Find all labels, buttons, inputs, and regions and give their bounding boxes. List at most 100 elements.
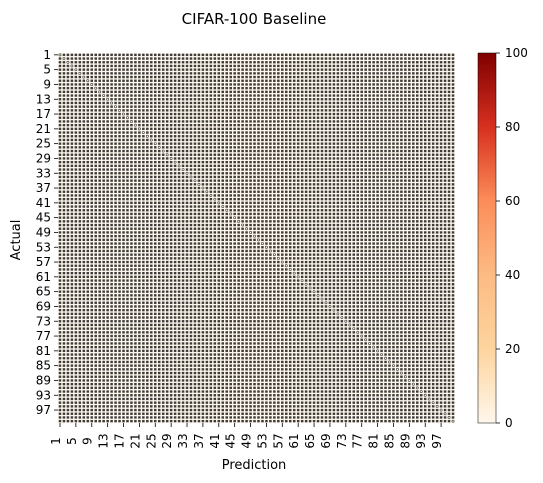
cell-annotation — [273, 220, 276, 223]
cell-annotation — [110, 149, 113, 153]
cell-annotation — [249, 135, 252, 138]
cell-annotation — [360, 168, 363, 171]
cell-annotation — [217, 175, 221, 179]
cell-annotation — [249, 116, 252, 119]
cell-annotation — [110, 109, 113, 112]
cell-annotation — [257, 205, 260, 208]
cell-annotation — [142, 164, 145, 168]
cell-annotation — [193, 194, 197, 197]
cell-annotation — [269, 220, 272, 223]
cell-annotation — [237, 183, 240, 186]
cell-annotation — [173, 223, 177, 227]
cell-annotation — [189, 216, 193, 219]
cell-annotation — [332, 149, 336, 153]
cell-annotation — [320, 135, 324, 138]
cell-annotation — [185, 153, 189, 156]
cell-annotation — [257, 116, 260, 119]
cell-annotation — [197, 79, 201, 82]
cell-annotation — [245, 205, 248, 208]
cell-annotation — [169, 116, 173, 119]
cell-annotation — [277, 223, 280, 227]
cell-annotation — [400, 86, 403, 90]
cell-annotation — [225, 138, 228, 142]
cell-annotation — [380, 105, 383, 108]
cell-annotation — [288, 101, 292, 105]
cell-annotation — [431, 183, 435, 186]
cell-annotation — [249, 149, 252, 153]
cell-annotation — [118, 142, 121, 145]
cell-annotation — [82, 212, 86, 216]
cell-annotation — [201, 112, 205, 116]
cell-annotation — [126, 175, 129, 179]
cell-annotation — [439, 98, 443, 101]
cell-annotation — [98, 101, 101, 105]
cell-annotation — [241, 123, 244, 127]
cell-annotation — [443, 123, 447, 127]
cell-annotation — [225, 127, 228, 131]
cell-annotation — [372, 164, 375, 168]
cell-annotation — [161, 175, 165, 179]
cell-annotation — [130, 112, 133, 116]
cell-annotation — [102, 64, 105, 68]
cell-annotation — [360, 142, 363, 145]
cell-annotation — [94, 220, 97, 223]
cell-annotation — [423, 209, 427, 212]
cell-annotation — [229, 194, 232, 197]
cell-annotation — [356, 234, 360, 238]
cell-annotation — [320, 83, 324, 86]
cell-annotation — [332, 160, 336, 164]
cell-annotation — [376, 131, 379, 134]
cell-annotation — [102, 105, 105, 108]
cell-annotation — [225, 86, 228, 90]
cell-annotation — [130, 75, 133, 79]
cell-annotation — [233, 201, 236, 205]
cell-annotation — [86, 57, 90, 60]
cell-annotation — [364, 123, 367, 127]
cell-annotation — [352, 220, 356, 223]
cell-annotation — [324, 123, 328, 127]
cell-annotation — [352, 79, 356, 82]
cell-annotation — [245, 109, 248, 112]
cell-annotation — [233, 105, 236, 108]
cell-annotation — [90, 175, 94, 179]
cell-annotation — [169, 153, 173, 156]
cell-annotation — [78, 194, 82, 197]
cell-annotation — [352, 112, 356, 116]
cell-annotation — [336, 164, 340, 168]
cell-annotation — [189, 168, 193, 171]
cell-annotation — [110, 86, 113, 90]
cell-annotation — [423, 190, 427, 193]
cell-annotation — [277, 216, 280, 219]
cell-annotation — [439, 227, 443, 230]
cell-annotation — [66, 79, 70, 82]
cell-annotation — [185, 94, 189, 97]
cell-annotation — [435, 231, 439, 234]
cell-annotation — [336, 75, 340, 79]
cell-annotation — [94, 175, 97, 179]
cell-annotation — [288, 190, 292, 193]
cell-annotation — [419, 205, 423, 208]
cell-annotation — [324, 160, 328, 164]
cell-annotation — [142, 183, 145, 186]
cell-annotation — [78, 153, 82, 156]
cell-annotation — [253, 220, 256, 223]
cell-annotation — [70, 179, 74, 182]
cell-annotation — [229, 227, 232, 230]
cell-annotation — [241, 197, 244, 201]
cell-annotation — [336, 146, 340, 149]
cell-annotation — [86, 86, 90, 90]
cell-annotation — [126, 135, 129, 138]
cell-annotation — [241, 216, 244, 219]
cell-annotation — [249, 64, 252, 68]
cell-annotation — [443, 61, 447, 64]
cell-annotation — [146, 112, 149, 116]
cell-annotation — [304, 234, 308, 238]
cell-annotation — [412, 68, 415, 71]
cell-annotation — [253, 101, 256, 105]
cell-annotation — [435, 57, 439, 60]
cell-annotation — [423, 61, 427, 64]
cell-annotation — [336, 53, 340, 57]
cell-annotation — [312, 72, 316, 75]
cell-annotation — [201, 179, 205, 182]
cell-annotation — [118, 194, 121, 197]
